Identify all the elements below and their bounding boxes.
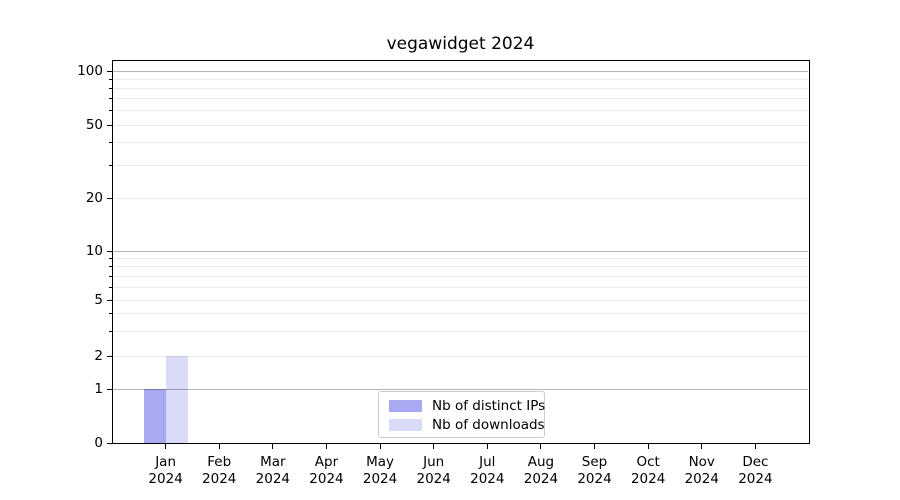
y-tick-50 <box>107 124 112 126</box>
y-tick-0 <box>107 442 112 444</box>
y-minor-tick-8 <box>109 266 112 268</box>
y-tick-100 <box>107 70 112 72</box>
legend-swatch-downloads <box>389 419 422 431</box>
x-tick-sep <box>594 444 596 449</box>
y-gridline-minor-50 <box>113 124 808 126</box>
y-minor-tick-60 <box>109 110 112 112</box>
y-tick-label-1: 1 <box>94 381 103 397</box>
bar-jan-downloads <box>165 356 188 443</box>
y-minor-tick-40 <box>109 142 112 144</box>
x-tick-label-oct: Oct 2024 <box>630 454 666 487</box>
y-gridline-minor-90 <box>113 78 808 80</box>
x-tick-label-jan: Jan 2024 <box>148 454 183 487</box>
y-gridline-minor-60 <box>113 110 808 112</box>
x-tick-label-apr: Apr 2024 <box>309 454 344 487</box>
y-gridline-minor-6 <box>113 286 808 288</box>
y-minor-tick-6 <box>109 286 112 288</box>
legend-label-distinct-ips: Nb of distinct IPs <box>432 398 546 414</box>
y-tick-label-50: 50 <box>85 117 103 133</box>
y-gridline-minor-8 <box>113 266 808 268</box>
y-gridline-minor-80 <box>113 87 808 89</box>
y-minor-tick-30 <box>109 165 112 167</box>
x-tick-aug <box>540 444 542 449</box>
y-gridline-minor-30 <box>113 165 808 167</box>
y-gridline-minor-9 <box>113 257 808 259</box>
plot-area-border <box>112 60 810 444</box>
x-tick-jun <box>433 444 435 449</box>
x-tick-apr <box>325 444 327 449</box>
x-tick-may <box>379 444 381 449</box>
x-tick-label-aug: Aug 2024 <box>523 454 559 487</box>
x-tick-label-sep: Sep 2024 <box>577 454 612 487</box>
y-gridline-minor-3 <box>113 330 808 332</box>
x-tick-label-mar: Mar 2024 <box>255 454 291 487</box>
y-gridline-minor-7 <box>113 275 808 277</box>
legend-swatch-distinct-ips <box>389 400 422 412</box>
legend-label-downloads: Nb of downloads <box>432 417 545 433</box>
y-tick-2 <box>107 355 112 357</box>
y-minor-tick-80 <box>109 87 112 89</box>
y-minor-tick-7 <box>109 275 112 277</box>
x-tick-label-may: May 2024 <box>362 454 398 487</box>
legend-item-distinct-ips: Nb of distinct IPs <box>389 398 545 414</box>
y-tick-label-20: 20 <box>85 190 103 206</box>
y-gridline-minor-4 <box>113 313 808 315</box>
y-minor-tick-70 <box>109 98 112 100</box>
x-tick-jan <box>165 444 167 449</box>
y-minor-tick-9 <box>109 257 112 259</box>
x-tick-label-feb: Feb 2024 <box>202 454 237 487</box>
y-tick-label-2: 2 <box>94 348 103 364</box>
y-tick-label-100: 100 <box>77 63 103 79</box>
x-tick-dec <box>754 444 756 449</box>
bar-jan-distinct-ips <box>143 389 166 443</box>
y-tick-5 <box>107 299 112 301</box>
chart-title: vegawidget 2024 <box>386 34 535 54</box>
y-gridline-minor-70 <box>113 98 808 100</box>
x-tick-mar <box>272 444 274 449</box>
x-tick-feb <box>218 444 220 449</box>
y-tick-10 <box>107 250 112 252</box>
y-minor-tick-4 <box>109 313 112 315</box>
y-tick-label-10: 10 <box>85 243 103 259</box>
x-tick-label-dec: Dec 2024 <box>738 454 773 487</box>
y-gridline-minor-2 <box>113 355 808 357</box>
y-gridline-major-1 <box>113 388 808 390</box>
x-tick-jul <box>486 444 488 449</box>
y-tick-label-0: 0 <box>94 435 103 451</box>
x-tick-label-nov: Nov 2024 <box>684 454 719 487</box>
y-gridline-minor-5 <box>113 299 808 301</box>
x-tick-nov <box>701 444 703 449</box>
legend: Nb of distinct IPs Nb of downloads <box>378 391 545 438</box>
y-gridline-major-10 <box>113 250 808 252</box>
y-gridline-minor-20 <box>113 197 808 199</box>
x-tick-oct <box>647 444 649 449</box>
legend-item-downloads: Nb of downloads <box>389 417 545 433</box>
y-tick-1 <box>107 388 112 390</box>
y-gridline-major-100 <box>113 70 808 72</box>
y-minor-tick-3 <box>109 330 112 332</box>
y-tick-20 <box>107 197 112 199</box>
y-minor-tick-90 <box>109 78 112 80</box>
x-tick-label-jun: Jun 2024 <box>416 454 451 487</box>
y-gridline-minor-40 <box>113 142 808 144</box>
y-tick-label-5: 5 <box>94 292 103 308</box>
x-tick-label-jul: Jul 2024 <box>470 454 505 487</box>
